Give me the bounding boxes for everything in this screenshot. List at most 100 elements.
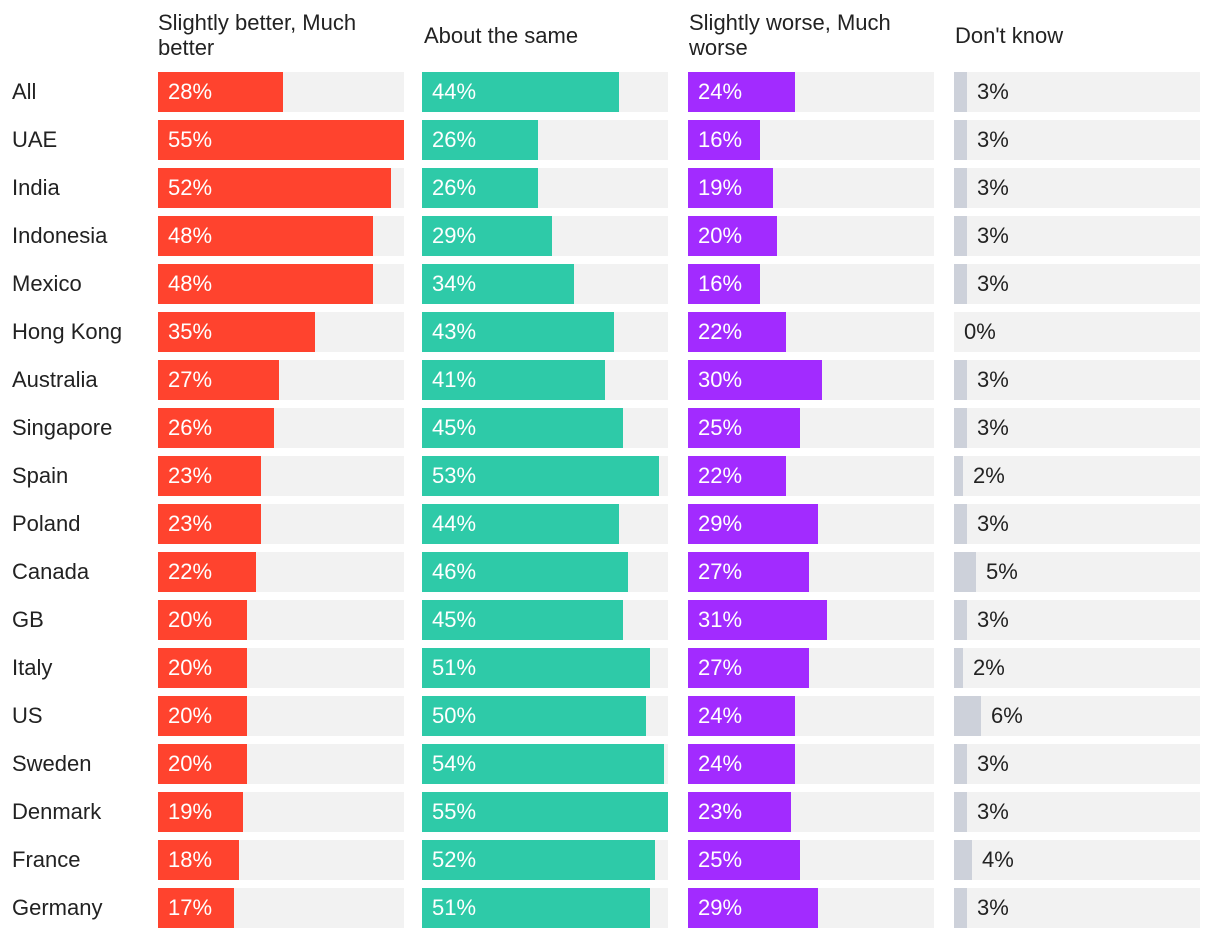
data-label-dont-know-india: 3% (977, 175, 1009, 200)
bar-dont-know-germany (954, 888, 967, 928)
data-label-same-france: 52% (432, 847, 477, 872)
bar-track-dont-know-mexico (954, 264, 1200, 304)
data-label-same-poland: 44% (432, 511, 477, 536)
bar-worse-uae (688, 120, 760, 160)
bar-better-canada (158, 552, 256, 592)
row-label-indonesia: Indonesia (12, 223, 108, 248)
row-label-all: All (12, 79, 37, 104)
data-label-same-denmark: 55% (432, 799, 477, 824)
column-header-dont-know: Don't know (955, 23, 1064, 48)
data-label-better-italy: 20% (168, 655, 213, 680)
data-label-better-australia: 27% (168, 367, 213, 392)
row-label-denmark: Denmark (12, 799, 102, 824)
data-label-better-sweden: 20% (168, 751, 213, 776)
data-label-worse-sweden: 24% (698, 751, 743, 776)
bar-track-dont-know-indonesia (954, 216, 1200, 256)
bar-dont-know-canada (954, 552, 976, 592)
bar-same-canada (422, 552, 628, 592)
bar-same-india (422, 168, 538, 208)
data-label-same-all: 44% (432, 79, 477, 104)
data-label-dont-know-gb: 3% (977, 607, 1009, 632)
data-label-worse-france: 25% (698, 847, 743, 872)
bar-worse-germany (688, 888, 818, 928)
row-label-gb: GB (12, 607, 44, 632)
bar-dont-know-singapore (954, 408, 967, 448)
bar-same-poland (422, 504, 619, 544)
data-label-dont-know-hong-kong: 0% (964, 319, 996, 344)
bar-track-dont-know-france (954, 840, 1200, 880)
bar-better-hong-kong (158, 312, 315, 352)
data-label-same-hong-kong: 43% (432, 319, 477, 344)
data-label-better-indonesia: 48% (168, 223, 213, 248)
data-label-worse-singapore: 25% (698, 415, 743, 440)
bar-worse-canada (688, 552, 809, 592)
bar-dont-know-all (954, 72, 967, 112)
data-label-worse-indonesia: 20% (698, 223, 743, 248)
row-label-spain: Spain (12, 463, 69, 488)
row-label-france: France (12, 847, 81, 872)
bar-worse-singapore (688, 408, 800, 448)
bar-same-sweden (422, 744, 664, 784)
data-label-same-sweden: 54% (432, 751, 477, 776)
row-label-germany: Germany (12, 895, 103, 920)
row-label-canada: Canada (12, 559, 90, 584)
bar-same-spain (422, 456, 659, 496)
row-label-hong-kong: Hong Kong (12, 319, 123, 344)
bar-same-france (422, 840, 655, 880)
bar-better-spain (158, 456, 261, 496)
data-label-same-gb: 45% (432, 607, 477, 632)
bar-better-denmark (158, 792, 243, 832)
data-label-worse-denmark: 23% (698, 799, 743, 824)
data-label-worse-india: 19% (698, 175, 743, 200)
data-label-worse-hong-kong: 22% (698, 319, 743, 344)
bar-better-italy (158, 648, 247, 688)
data-label-worse-poland: 29% (698, 511, 743, 536)
bar-better-germany (158, 888, 234, 928)
data-label-dont-know-poland: 3% (977, 511, 1009, 536)
bar-better-us (158, 696, 247, 736)
data-label-same-italy: 51% (432, 655, 477, 680)
bar-track-dont-know-spain (954, 456, 1200, 496)
bar-same-all (422, 72, 619, 112)
bar-track-dont-know-singapore (954, 408, 1200, 448)
bar-same-uae (422, 120, 538, 160)
data-label-better-france: 18% (168, 847, 213, 872)
data-label-better-india: 52% (168, 175, 213, 200)
data-label-worse-gb: 31% (698, 607, 743, 632)
bar-better-singapore (158, 408, 274, 448)
bar-dont-know-italy (954, 648, 963, 688)
bar-dont-know-indonesia (954, 216, 967, 256)
data-label-same-india: 26% (432, 175, 477, 200)
data-label-worse-canada: 27% (698, 559, 743, 584)
data-label-worse-uae: 16% (698, 127, 743, 152)
data-label-dont-know-france: 4% (982, 847, 1014, 872)
bar-same-denmark (422, 792, 668, 832)
bar-worse-india (688, 168, 773, 208)
bar-track-dont-know-all (954, 72, 1200, 112)
bar-same-australia (422, 360, 605, 400)
bar-track-dont-know-denmark (954, 792, 1200, 832)
bar-same-mexico (422, 264, 574, 304)
bar-same-singapore (422, 408, 623, 448)
bar-dont-know-gb (954, 600, 967, 640)
bar-worse-us (688, 696, 795, 736)
data-label-same-canada: 46% (432, 559, 477, 584)
bar-dont-know-spain (954, 456, 963, 496)
bar-better-mexico (158, 264, 373, 304)
bar-same-italy (422, 648, 650, 688)
bar-better-australia (158, 360, 279, 400)
bar-dont-know-australia (954, 360, 967, 400)
data-label-dont-know-canada: 5% (986, 559, 1018, 584)
data-label-worse-mexico: 16% (698, 271, 743, 296)
bar-better-india (158, 168, 391, 208)
data-label-same-uae: 26% (432, 127, 477, 152)
bar-track-dont-know-italy (954, 648, 1200, 688)
bar-dont-know-uae (954, 120, 967, 160)
data-label-worse-australia: 30% (698, 367, 743, 392)
bar-track-dont-know-india (954, 168, 1200, 208)
data-label-same-australia: 41% (432, 367, 477, 392)
bar-worse-italy (688, 648, 809, 688)
data-label-better-us: 20% (168, 703, 213, 728)
data-label-same-us: 50% (432, 703, 477, 728)
